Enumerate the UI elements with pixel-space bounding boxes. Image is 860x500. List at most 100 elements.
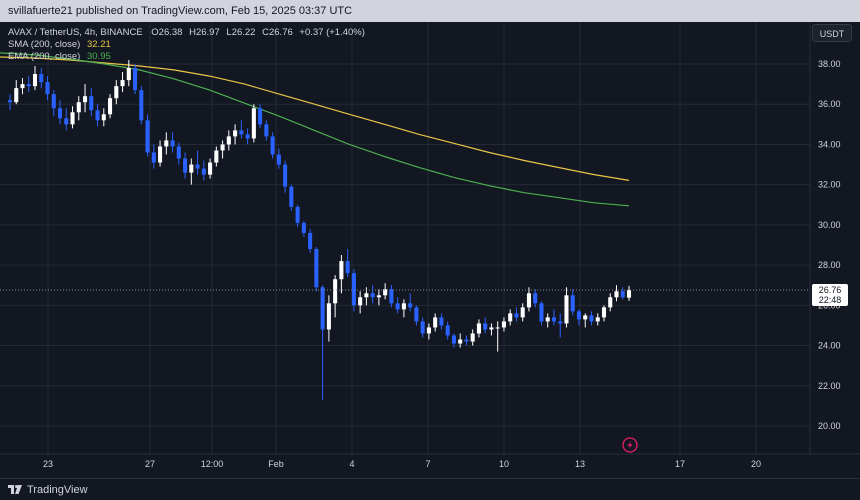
legend-open: 26.38 bbox=[159, 27, 183, 38]
candle-body bbox=[139, 90, 144, 121]
candle bbox=[445, 321, 450, 340]
legend-ema-label: EMA (200, close) bbox=[8, 51, 80, 62]
candle bbox=[551, 309, 557, 326]
candle-body bbox=[476, 323, 481, 334]
price-tick: 36.00 bbox=[818, 99, 841, 109]
candle-body bbox=[501, 321, 506, 328]
legend-sma-value: 32.21 bbox=[87, 39, 111, 50]
time-tick: 27 bbox=[145, 459, 155, 469]
candle bbox=[251, 104, 256, 143]
candle bbox=[220, 140, 225, 159]
candle-body bbox=[176, 146, 181, 159]
candle-body bbox=[376, 295, 381, 298]
candle bbox=[239, 120, 244, 139]
candle bbox=[270, 132, 275, 159]
candle bbox=[51, 90, 56, 117]
sma-200-line bbox=[0, 56, 630, 181]
candle-body bbox=[464, 339, 469, 342]
tradingview-logo[interactable]: TradingView bbox=[8, 484, 88, 496]
candle bbox=[139, 86, 144, 125]
candle-body bbox=[20, 84, 25, 89]
price-tick: 28.00 bbox=[818, 260, 841, 270]
candle-body bbox=[245, 134, 250, 139]
candle bbox=[76, 96, 81, 121]
price-tick: 24.00 bbox=[818, 341, 841, 351]
candle bbox=[89, 88, 94, 117]
candle-body bbox=[433, 317, 438, 328]
candle bbox=[14, 80, 19, 105]
candle-body bbox=[226, 136, 231, 145]
time-axis: 23 27 12:00 Feb 4 7 10 13 17 20 bbox=[0, 453, 860, 469]
price-tick: 34.00 bbox=[818, 139, 841, 149]
legend-low-label: L bbox=[226, 27, 231, 38]
candle bbox=[408, 293, 413, 312]
candle-body bbox=[539, 303, 544, 322]
candle-body bbox=[283, 164, 288, 187]
price-tick: 32.00 bbox=[818, 180, 841, 190]
candle bbox=[420, 317, 425, 338]
candle bbox=[7, 94, 13, 111]
candle bbox=[583, 313, 588, 328]
candle bbox=[114, 80, 119, 105]
candle-body bbox=[595, 317, 600, 322]
candle bbox=[514, 307, 519, 322]
candle-body bbox=[214, 150, 219, 163]
candle-body bbox=[458, 339, 463, 344]
candle-body bbox=[57, 108, 63, 119]
candle bbox=[526, 287, 531, 312]
currency-button[interactable]: USDT bbox=[812, 24, 852, 42]
candle-body bbox=[345, 261, 350, 274]
price-tick: 30.00 bbox=[818, 220, 841, 230]
tradingview-logo-icon bbox=[8, 485, 22, 494]
candle bbox=[439, 313, 444, 330]
legend-low: 26.22 bbox=[232, 27, 256, 38]
candle-body bbox=[545, 317, 550, 322]
candle-body bbox=[426, 327, 431, 334]
candle-body bbox=[26, 84, 31, 87]
candle bbox=[226, 130, 231, 151]
candle bbox=[326, 295, 331, 342]
candle bbox=[539, 301, 544, 326]
time-tick: 13 bbox=[575, 459, 585, 469]
lightning-bolt-icon[interactable] bbox=[622, 437, 638, 453]
candle-body bbox=[295, 206, 300, 223]
bar-countdown: 22:48 bbox=[818, 295, 842, 305]
moving-averages bbox=[0, 52, 630, 207]
time-tick: 17 bbox=[675, 459, 685, 469]
candle bbox=[476, 319, 481, 338]
candle-body bbox=[320, 287, 325, 330]
candle bbox=[470, 329, 475, 346]
candle-body bbox=[14, 88, 19, 103]
candle bbox=[351, 269, 356, 312]
candle-body bbox=[70, 112, 75, 125]
candle bbox=[151, 144, 156, 169]
candle bbox=[345, 249, 350, 278]
candle bbox=[289, 184, 294, 211]
time-tick: 4 bbox=[349, 459, 354, 469]
candle bbox=[520, 303, 525, 322]
candle bbox=[301, 220, 306, 237]
candle-body bbox=[533, 293, 538, 304]
candle bbox=[45, 76, 50, 101]
svg-text:SMA (200, close) 32.21: SMA (200, close) 32.21 bbox=[8, 39, 111, 50]
legend-sma-label: SMA (200, close) bbox=[8, 39, 80, 50]
candle bbox=[170, 132, 175, 153]
candle bbox=[64, 108, 69, 131]
candle-body bbox=[258, 108, 263, 125]
candle-body bbox=[301, 222, 306, 233]
candle-body bbox=[133, 68, 138, 91]
time-tick: 20 bbox=[751, 459, 761, 469]
candle bbox=[133, 64, 138, 95]
price-tick: 38.00 bbox=[818, 59, 841, 69]
candle-body bbox=[82, 96, 88, 103]
price-chart[interactable]: 38.0036.0034.0032.0030.0028.0026.0024.00… bbox=[0, 22, 860, 478]
candle bbox=[195, 150, 200, 175]
legend-close: 26.76 bbox=[269, 27, 293, 38]
candle-body bbox=[608, 297, 613, 308]
candle-body bbox=[570, 295, 575, 312]
candle bbox=[339, 255, 344, 294]
candle bbox=[558, 313, 563, 338]
price-tick: 20.00 bbox=[818, 421, 841, 431]
candle-body bbox=[614, 291, 619, 298]
candle-body bbox=[370, 293, 375, 298]
